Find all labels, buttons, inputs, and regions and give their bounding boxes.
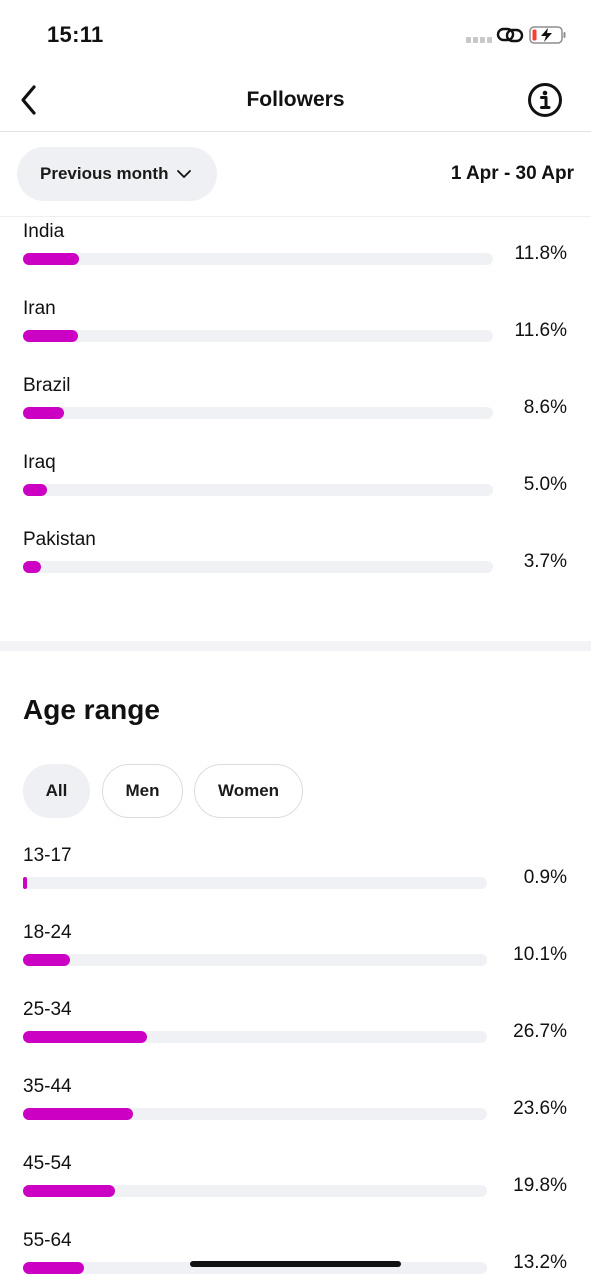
age-percentage: 19.8%	[513, 1175, 567, 1196]
bar-fill	[23, 561, 41, 573]
age-label: 18-24	[23, 922, 72, 943]
age-percentage: 26.7%	[513, 1021, 567, 1042]
bar-fill	[23, 407, 64, 419]
country-row: Iran 11.6%	[0, 298, 591, 375]
age-row: 25-34 26.7%	[0, 999, 591, 1076]
info-icon	[528, 83, 562, 117]
link-icon	[496, 27, 524, 43]
nav-bar: Followers	[0, 70, 591, 132]
bar-track	[23, 954, 487, 966]
age-row: 13-17 0.9%	[0, 845, 591, 922]
country-percentage: 11.8%	[514, 243, 567, 264]
country-label: Pakistan	[23, 529, 96, 550]
age-percentage: 0.9%	[523, 867, 567, 888]
country-percentage: 3.7%	[523, 551, 567, 572]
age-row: 18-24 10.1%	[0, 922, 591, 999]
page-title: Followers	[246, 88, 345, 111]
age-row: 35-44 23.6%	[0, 1076, 591, 1153]
country-label: Iran	[23, 298, 56, 319]
country-row: Pakistan 3.7%	[0, 529, 591, 606]
country-label: Iraq	[23, 452, 56, 473]
home-indicator	[190, 1261, 401, 1267]
country-row: Brazil 8.6%	[0, 375, 591, 452]
bar-fill	[23, 484, 47, 496]
bar-fill	[23, 253, 80, 265]
age-percentage: 10.1%	[513, 944, 567, 965]
status-bar: 15:11	[0, 0, 591, 70]
country-label: India	[23, 221, 65, 242]
country-percentage: 11.6%	[514, 320, 567, 341]
bar-track	[23, 877, 487, 889]
bar-fill	[23, 1262, 85, 1274]
period-dropdown[interactable]: Previous month	[17, 147, 217, 201]
chevron-left-icon	[21, 85, 36, 115]
period-dropdown-label: Previous month	[40, 164, 169, 183]
status-time: 15:11	[47, 22, 104, 47]
filter-chip-men[interactable]: Men	[102, 764, 183, 818]
bar-track	[23, 484, 493, 496]
bar-fill	[23, 330, 79, 342]
bar-track	[23, 1031, 487, 1043]
age-percentage: 23.6%	[513, 1098, 567, 1119]
country-row: Iraq 5.0%	[0, 452, 591, 529]
age-label: 55-64	[23, 1230, 72, 1251]
section-divider	[0, 641, 591, 651]
bar-fill	[23, 1185, 115, 1197]
country-label: Brazil	[23, 375, 71, 396]
bar-fill	[23, 1108, 133, 1120]
battery-icon	[529, 26, 566, 44]
bar-track	[23, 1108, 487, 1120]
age-label: 25-34	[23, 999, 72, 1020]
age-label: 13-17	[23, 845, 72, 866]
age-row: 55-64 13.2%	[0, 1230, 591, 1280]
age-label: 45-54	[23, 1153, 72, 1174]
bar-fill	[23, 954, 70, 966]
chevron-down-icon	[177, 170, 192, 178]
country-percentage: 8.6%	[523, 397, 567, 418]
filter-chip-all[interactable]: All	[23, 764, 90, 818]
bar-track	[23, 253, 493, 265]
country-percentage: 5.0%	[523, 474, 567, 495]
bar-track	[23, 330, 493, 342]
age-range-heading: Age range	[23, 694, 160, 725]
info-button[interactable]	[526, 81, 564, 119]
filter-row: Previous month 1 Apr - 30 Apr	[0, 133, 591, 217]
bar-track	[23, 407, 493, 419]
date-range: 1 Apr - 30 Apr	[450, 163, 574, 184]
bar-track	[23, 1185, 487, 1197]
bar-fill	[23, 1031, 147, 1043]
bar-fill	[23, 877, 28, 889]
country-row: India 11.8%	[0, 221, 591, 298]
age-percentage: 13.2%	[513, 1252, 567, 1273]
bar-track	[23, 561, 493, 573]
signal-icon	[466, 37, 492, 43]
back-button[interactable]	[14, 82, 44, 118]
age-label: 35-44	[23, 1076, 72, 1097]
filter-chip-women[interactable]: Women	[194, 764, 303, 818]
age-row: 45-54 19.8%	[0, 1153, 591, 1230]
